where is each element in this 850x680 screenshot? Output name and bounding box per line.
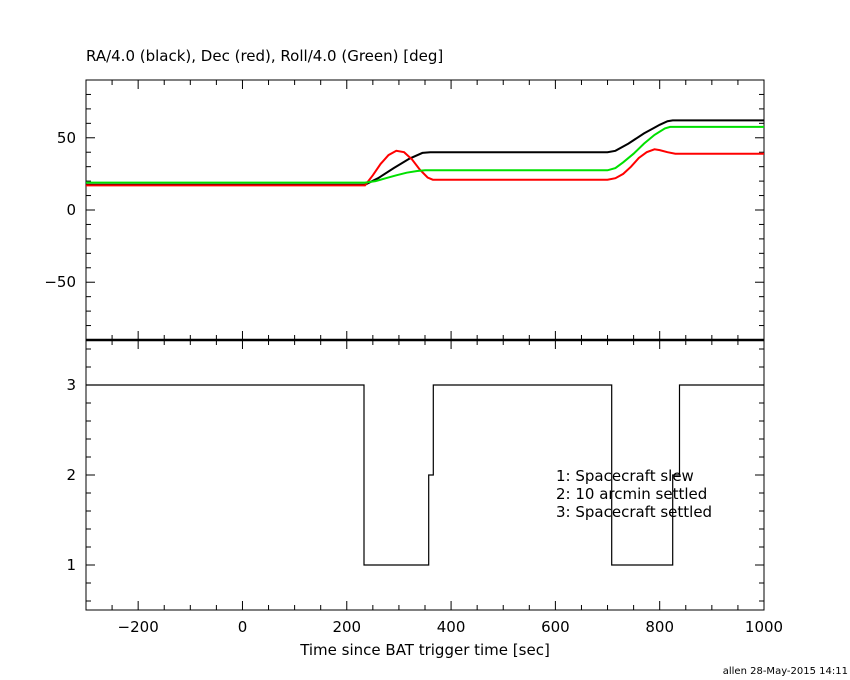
legend-entry: 1: Spacecraft slew — [556, 467, 694, 485]
top-series-2-line — [86, 125, 764, 184]
top-series-0-line — [86, 119, 764, 186]
y-tick-label: 3 — [66, 376, 76, 394]
top-series-1-line — [86, 148, 764, 187]
x-tick-label: −200 — [118, 618, 159, 636]
footer-credit: allen 28-May-2015 14:11 — [723, 666, 848, 677]
x-tick-label: 0 — [238, 618, 248, 636]
top-panel-title: RA/4.0 (black), Dec (red), Roll/4.0 (Gre… — [86, 47, 443, 65]
x-axis-label: Time since BAT trigger time [sec] — [299, 641, 550, 659]
x-tick-label: 600 — [541, 618, 570, 636]
top-panel: −50 0 50 — [44, 79, 765, 341]
x-tick-label: 800 — [645, 618, 674, 636]
x-tick-label: 200 — [332, 618, 361, 636]
legend-entry: 3: Spacecraft settled — [556, 503, 712, 521]
y-tick-label: 1 — [66, 556, 76, 574]
y-tick-label: 2 — [66, 466, 76, 484]
bottom-panel: −200 0 200 400 600 800 1000 1 2 3 — [66, 339, 783, 636]
x-tick-label: 1000 — [745, 618, 783, 636]
y-tick-label: −50 — [44, 273, 76, 291]
y-tick-label: 0 — [66, 201, 76, 219]
legend-entry: 2: 10 arcmin settled — [556, 485, 707, 503]
y-tick-label: 50 — [57, 129, 76, 147]
top-frame — [85, 79, 765, 341]
x-tick-label: 400 — [437, 618, 466, 636]
bottom-series-0-line — [86, 384, 764, 566]
